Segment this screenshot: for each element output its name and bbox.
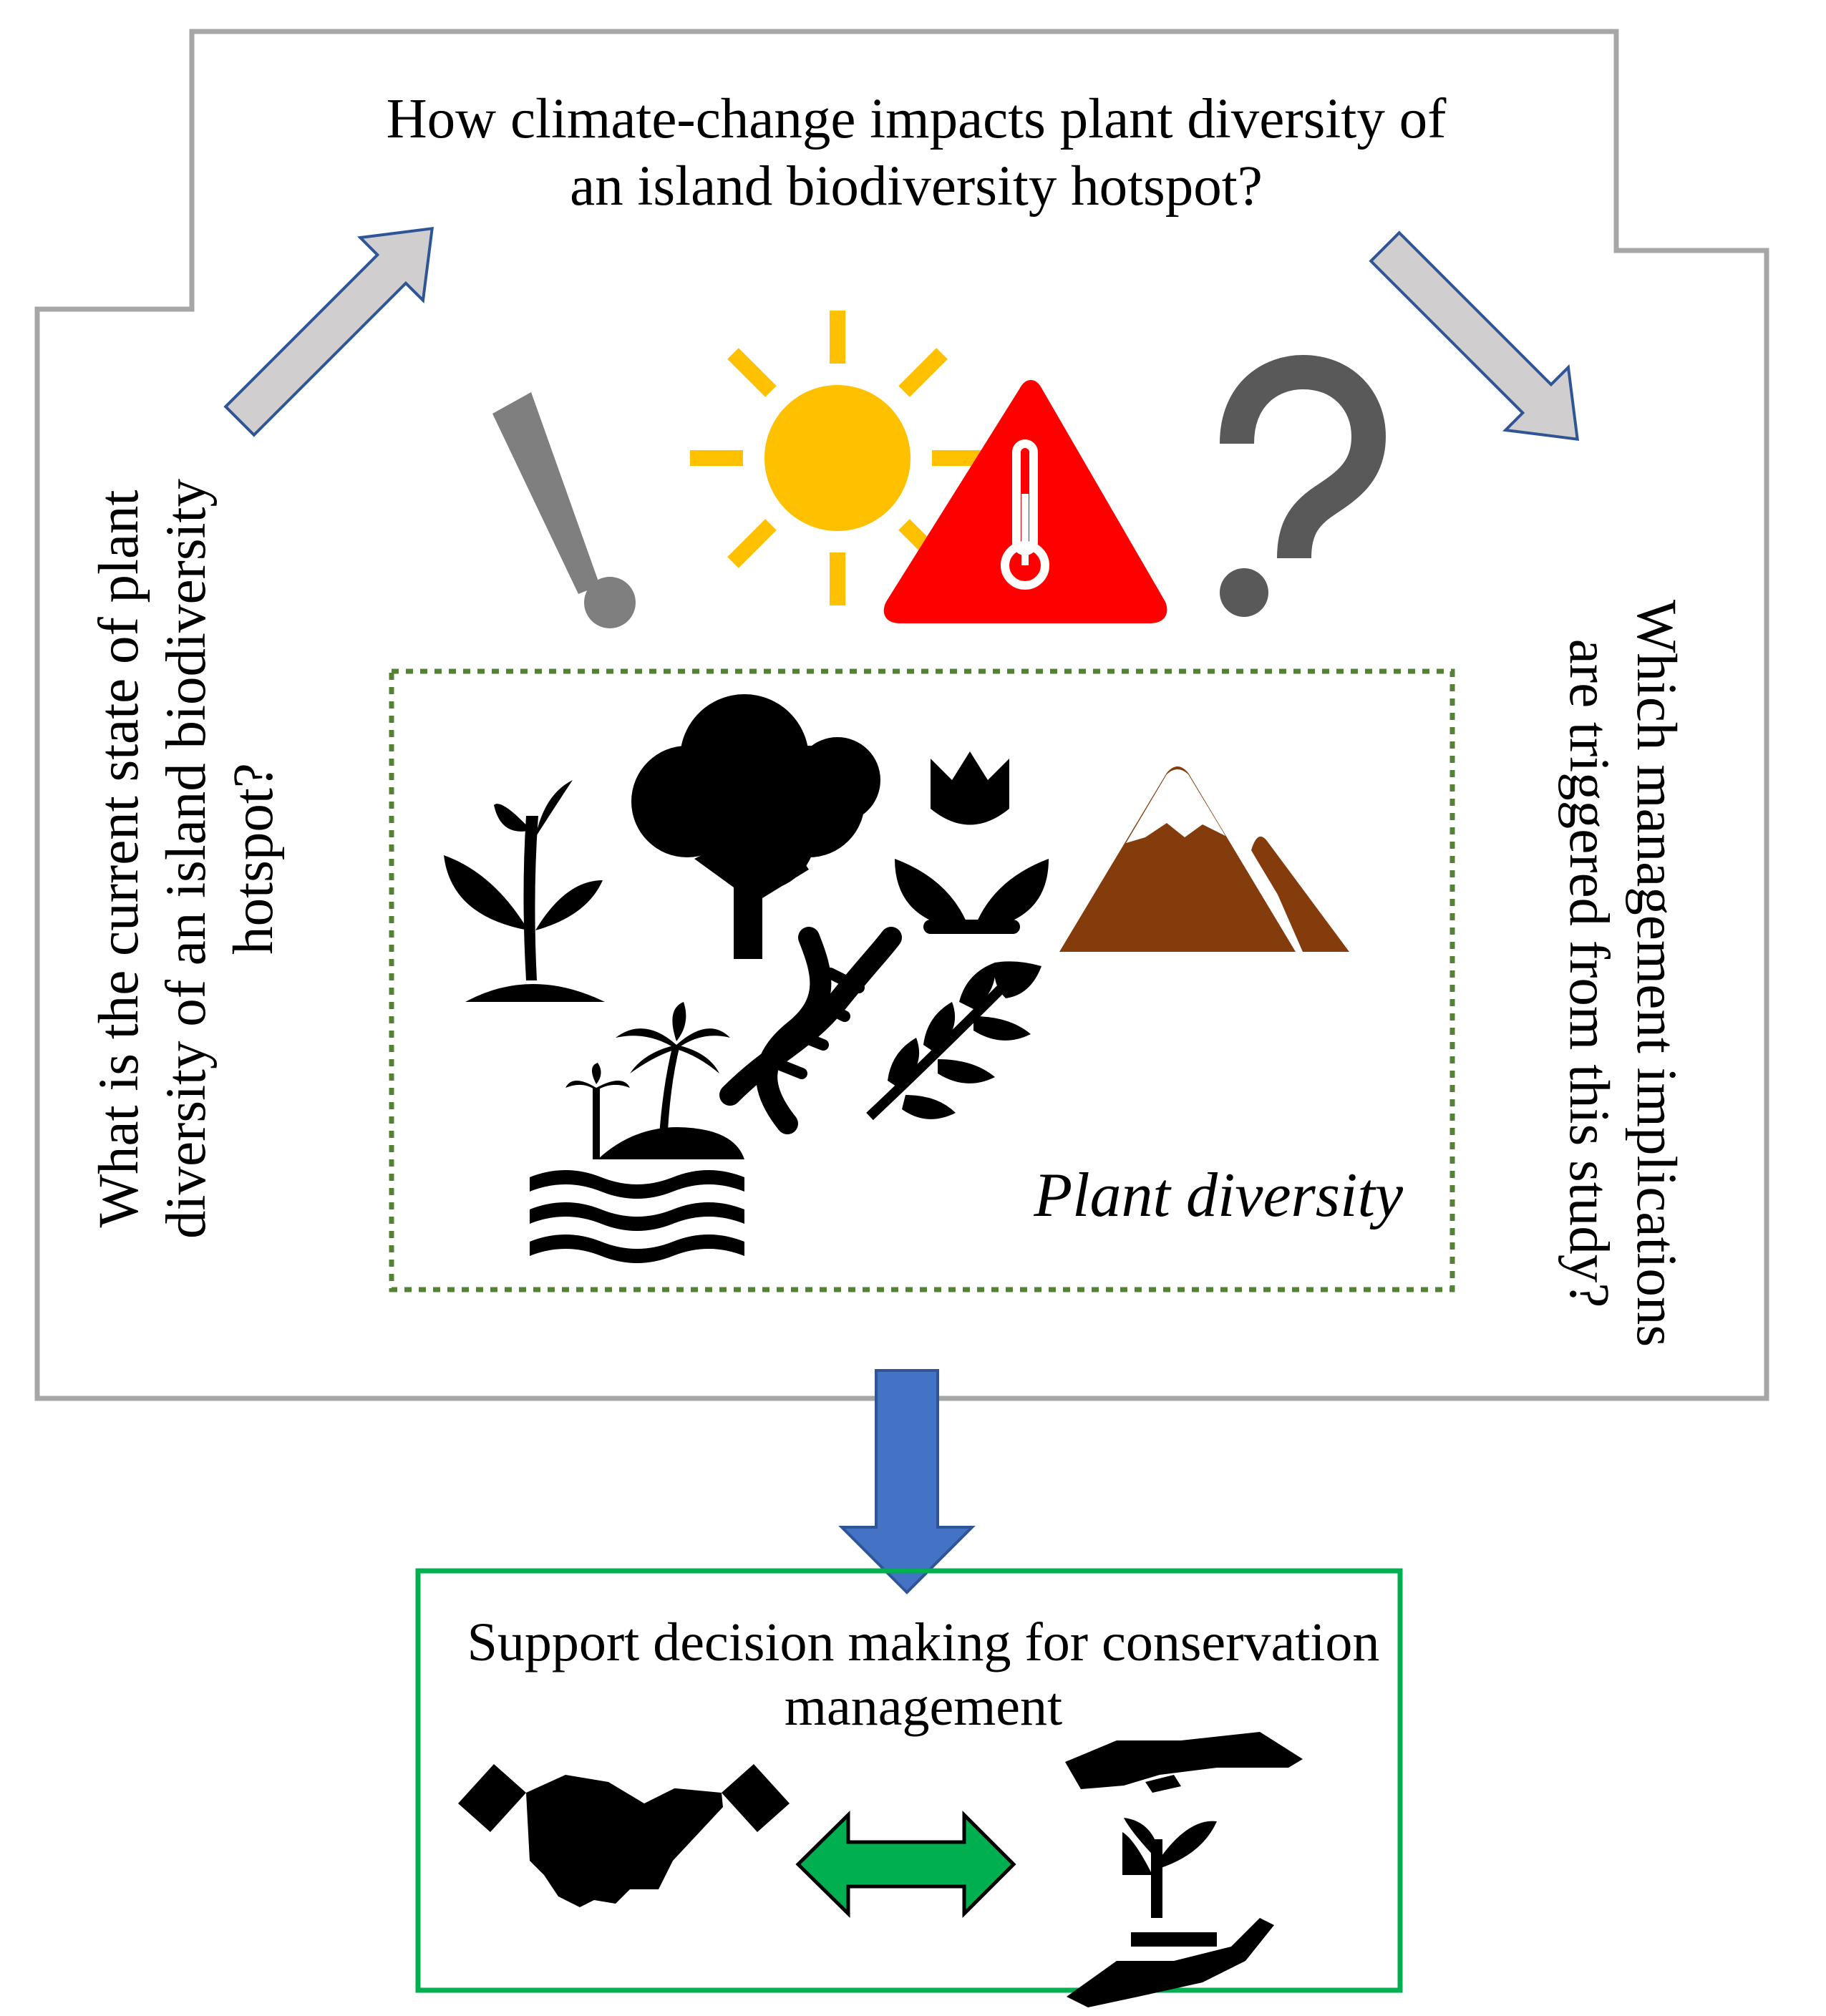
outcome-box [415, 1568, 1403, 1993]
tree-icon [631, 694, 880, 959]
dna-icon [719, 927, 902, 1134]
double-arrow-icon [795, 1810, 1016, 1919]
plant-diversity-box [389, 668, 1455, 1292]
tulip-icon [895, 751, 1049, 934]
question-mark-icon [1220, 354, 1387, 617]
arrow-to-top-question [223, 226, 434, 437]
exclamation-icon [492, 392, 636, 628]
seedling-icon [444, 780, 605, 1002]
right-question: Which management implications are trigge… [1558, 599, 1687, 1348]
scope-frame [34, 29, 1769, 1401]
plant-diversity-label: Plant diversity [1034, 1161, 1403, 1230]
outcome-title: Support decision making for conservation… [467, 1612, 1380, 1737]
arrow-to-right-question [1369, 230, 1580, 442]
temperature-warning-icon [883, 380, 1167, 623]
mountain-icon [1059, 766, 1349, 952]
arrow-down-to-outcome [838, 1369, 976, 1594]
island-palm-icon [530, 1002, 744, 1263]
hands-protecting-plant-icon [1065, 1732, 1303, 2007]
left-question: What is the current state of plant diver… [88, 479, 285, 1239]
leaf-branch-icon [866, 961, 1041, 1121]
top-question: How climate-change impacts plant diversi… [386, 88, 1447, 218]
sun-icon [690, 311, 985, 605]
handshake-icon [458, 1764, 790, 1907]
